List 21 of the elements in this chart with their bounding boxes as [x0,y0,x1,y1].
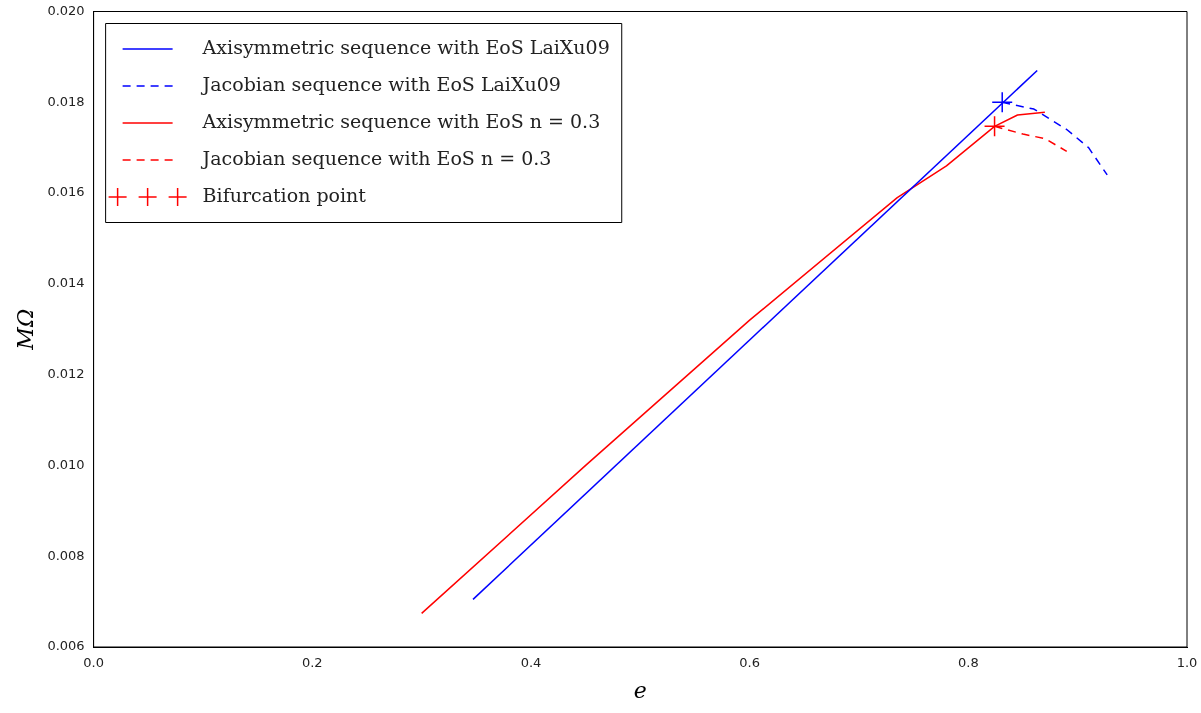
x-tick-label: 0.2 [301,655,323,671]
y-tick-label: 0.014 [47,275,85,291]
x-tick-label: 0.8 [957,655,979,671]
y-tick-label: 0.020 [47,2,85,18]
x-tick-label: 1.0 [1176,655,1198,671]
legend-label: Jacobian sequence with EoS LaiXu09 [200,72,561,95]
x-axis-title: e [633,677,647,703]
legend-label: Axisymmetric sequence with EoS LaiXu09 [201,35,610,58]
y-tick-label: 0.012 [47,366,85,382]
legend-label: Jacobian sequence with EoS n = 0.3 [200,146,552,169]
y-tick-label: 0.018 [47,93,85,109]
x-tick-label: 0.6 [739,655,760,671]
x-tick-label: 0.4 [520,655,542,671]
y-tick-label: 0.010 [47,456,85,472]
legend-label: Bifurcation point [202,183,367,206]
y-tick-label: 0.008 [47,547,85,563]
x-tick-label: 0.0 [83,655,104,671]
y-tick-label: 0.016 [47,184,85,200]
legend-label: Axisymmetric sequence with EoS n = 0.3 [201,109,601,132]
y-tick-label: 0.006 [47,638,85,654]
y-axis-title: MΩ [12,308,38,351]
